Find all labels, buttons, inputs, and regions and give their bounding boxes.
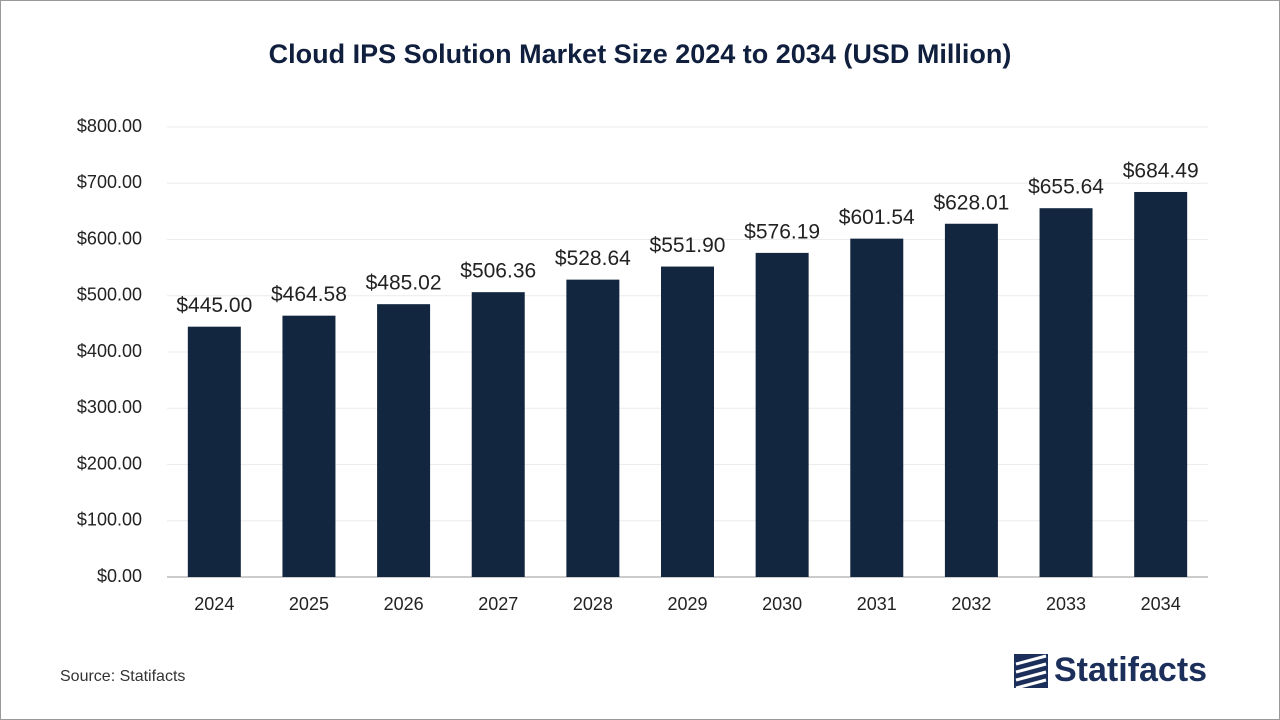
- bar: [471, 292, 525, 577]
- y-tick-label: $600.00: [77, 228, 142, 248]
- bar: [1134, 191, 1188, 578]
- data-label: $576.19: [744, 220, 820, 243]
- x-tick-label: 2033: [1046, 594, 1086, 614]
- x-tick-label: 2028: [573, 594, 613, 614]
- x-tick-label: 2024: [194, 594, 234, 614]
- data-label: $485.02: [366, 272, 442, 295]
- y-tick-label: $700.00: [77, 172, 142, 192]
- data-label: $506.36: [460, 260, 536, 283]
- y-tick-label: $200.00: [77, 453, 142, 473]
- bar: [850, 238, 904, 578]
- y-tick-label: $400.00: [77, 341, 142, 361]
- x-tick-label: 2030: [762, 594, 802, 614]
- data-label: $628.01: [933, 191, 1009, 214]
- x-tick-label: 2029: [667, 594, 707, 614]
- data-label: $528.64: [555, 247, 631, 270]
- y-tick-label: $300.00: [77, 397, 142, 417]
- data-label: $684.49: [1123, 160, 1199, 183]
- y-tick-label: $500.00: [77, 285, 142, 305]
- x-tick-label: 2026: [384, 594, 424, 614]
- logo: Statifacts: [1054, 651, 1207, 689]
- y-tick-label: $0.00: [97, 566, 142, 586]
- data-label: $445.00: [176, 294, 252, 317]
- x-tick-label: 2025: [289, 594, 329, 614]
- bar: [944, 223, 998, 577]
- data-label: $464.58: [271, 283, 347, 306]
- x-tick-label: 2032: [951, 594, 991, 614]
- data-label: $551.90: [650, 234, 726, 257]
- bar: [1039, 208, 1093, 577]
- bar: [377, 304, 431, 577]
- bar: [661, 266, 714, 577]
- data-label: $601.54: [839, 206, 915, 229]
- x-tick-label: 2027: [478, 594, 518, 614]
- x-tick-label: 2034: [1141, 594, 1181, 614]
- source: Source: Statifacts: [60, 668, 185, 685]
- bar: [282, 315, 336, 577]
- bar: [755, 252, 809, 577]
- y-tick-label: $800.00: [77, 116, 142, 136]
- y-tick-label: $100.00: [77, 510, 142, 530]
- chart-title: Cloud IPS Solution Market Size 2024 to 2…: [269, 39, 1012, 69]
- bar: [187, 326, 241, 577]
- logo-icon: [1014, 654, 1048, 690]
- bar: [566, 279, 620, 577]
- data-label: $655.64: [1028, 176, 1104, 199]
- x-tick-label: 2031: [857, 594, 897, 614]
